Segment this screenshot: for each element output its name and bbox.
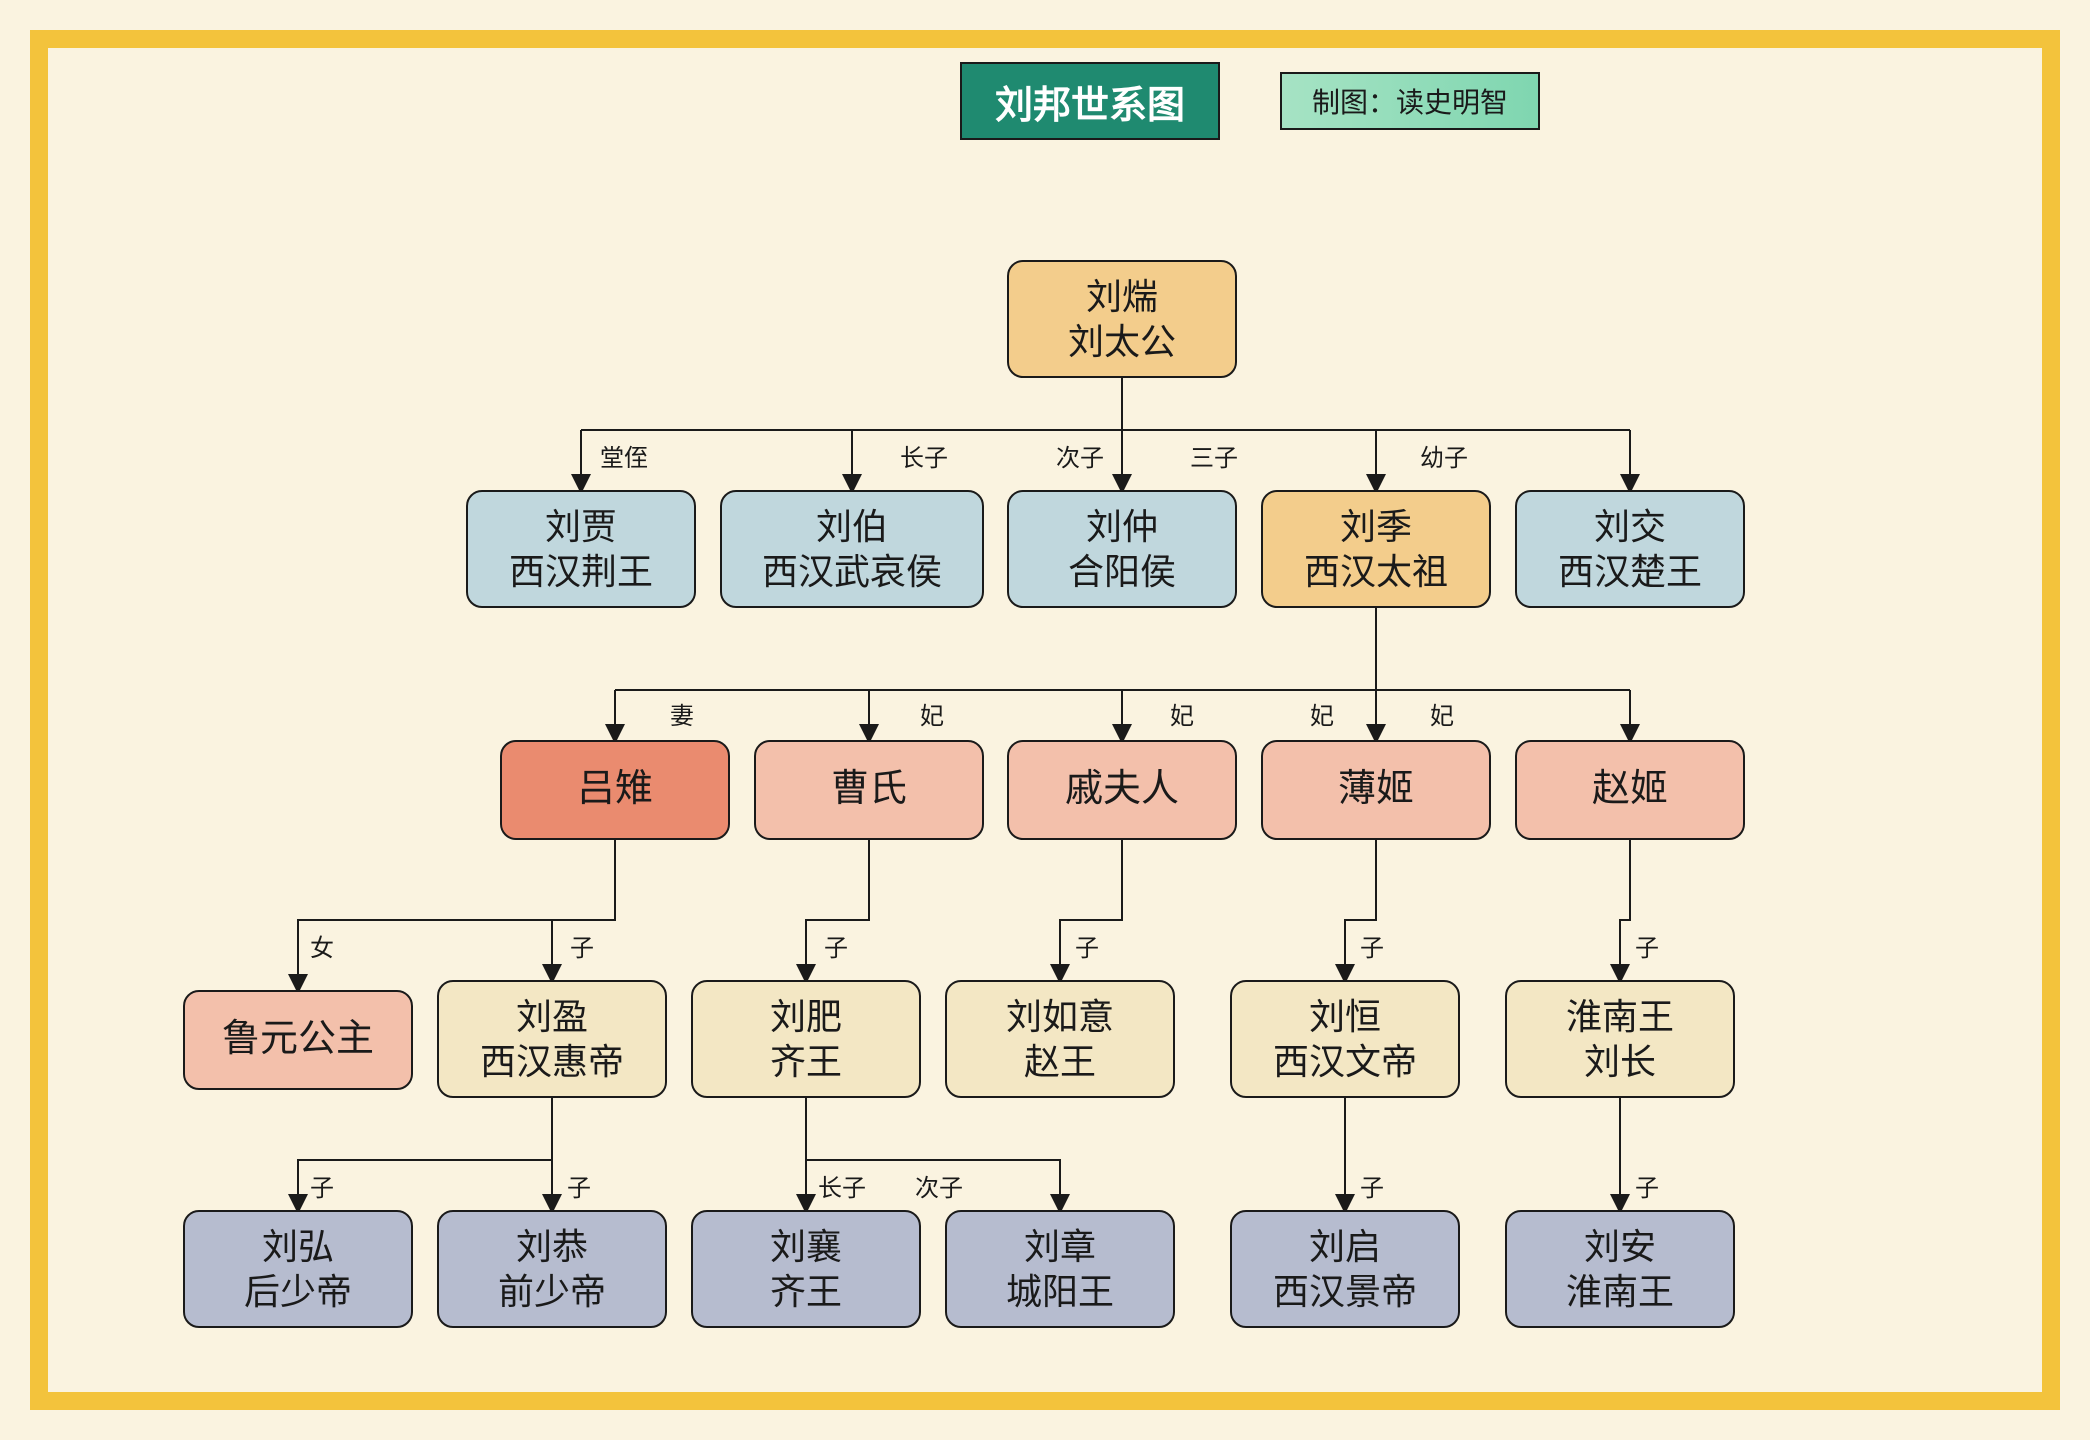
edge-label-17: 子	[567, 1168, 591, 1203]
edge-label-20: 子	[1360, 1168, 1384, 1203]
node-liuruyi-line0: 刘如意	[1006, 994, 1114, 1039]
node-liuheng-line1: 西汉文帝	[1273, 1039, 1417, 1084]
edge-label-1: 长子	[900, 438, 948, 473]
node-liufei: 刘肥齐王	[691, 980, 921, 1098]
node-lvzhi-line0: 吕雉	[577, 766, 653, 814]
node-liuying-line1: 西汉惠帝	[480, 1039, 624, 1084]
edge-19	[1620, 840, 1630, 980]
node-boji: 薄姬	[1261, 740, 1491, 840]
node-liuchang-line1: 刘长	[1584, 1039, 1656, 1084]
node-liuqi-line1: 西汉景帝	[1273, 1269, 1417, 1314]
edge-label-13: 子	[1075, 928, 1099, 963]
edge-label-16: 子	[310, 1168, 334, 1203]
node-liuqi: 刘启西汉景帝	[1230, 1210, 1460, 1328]
node-liuxiang-line1: 齐王	[770, 1269, 842, 1314]
node-qifuren-line0: 戚夫人	[1065, 766, 1179, 814]
node-liuan: 刘安淮南王	[1505, 1210, 1735, 1328]
node-liubo-line1: 西汉武哀侯	[762, 549, 942, 594]
edge-21	[298, 1160, 552, 1210]
node-liujia-line0: 刘贾	[545, 504, 617, 549]
edge-label-18: 长子	[818, 1168, 866, 1203]
node-liubo-line0: 刘伯	[816, 504, 888, 549]
node-zhaoji-line0: 赵姬	[1592, 766, 1668, 814]
edge-label-3: 三子	[1190, 438, 1238, 473]
edge-label-19: 次子	[915, 1168, 963, 1203]
node-liuchang-line0: 淮南王	[1566, 994, 1674, 1039]
node-liuying: 刘盈西汉惠帝	[437, 980, 667, 1098]
node-liufei-line1: 齐王	[770, 1039, 842, 1084]
node-liujia: 刘贾西汉荆王	[466, 490, 696, 608]
diagram-canvas: 刘邦世系图 制图：读史明智 刘煓刘太公刘贾西汉荆王刘伯西汉武哀侯刘仲合阳侯刘季西…	[0, 0, 2090, 1440]
edge-label-0: 堂侄	[600, 438, 648, 473]
node-liufei-line0: 刘肥	[770, 994, 842, 1039]
edge-label-4: 幼子	[1420, 438, 1468, 473]
edge-label-6: 妃	[920, 696, 944, 731]
edge-label-15: 子	[1635, 928, 1659, 963]
node-liuhong-line0: 刘弘	[262, 1224, 334, 1269]
node-liuzhang-line0: 刘章	[1024, 1224, 1096, 1269]
node-liuxiang-line0: 刘襄	[770, 1224, 842, 1269]
node-liuzhong-line1: 合阳侯	[1068, 549, 1176, 594]
edge-label-7: 妃	[1170, 696, 1194, 731]
edge-label-12: 子	[824, 928, 848, 963]
node-liutaigong: 刘煓刘太公	[1007, 260, 1237, 378]
node-liuzhang: 刘章城阳王	[945, 1210, 1175, 1328]
node-qifuren: 戚夫人	[1007, 740, 1237, 840]
node-liubo: 刘伯西汉武哀侯	[720, 490, 984, 608]
edge-label-2: 次子	[1056, 438, 1104, 473]
node-liugong: 刘恭前少帝	[437, 1210, 667, 1328]
node-caoshi: 曹氏	[754, 740, 984, 840]
node-liutaigong-line0: 刘煓	[1086, 274, 1158, 319]
node-liujia-line1: 西汉荆王	[509, 549, 653, 594]
node-zhaoji: 赵姬	[1515, 740, 1745, 840]
node-liujiao: 刘交西汉楚王	[1515, 490, 1745, 608]
node-liuji: 刘季西汉太祖	[1261, 490, 1491, 608]
node-luyuan-line0: 鲁元公主	[222, 1016, 374, 1064]
edge-label-11: 子	[570, 928, 594, 963]
node-liuzhong: 刘仲合阳侯	[1007, 490, 1237, 608]
node-liuhong-line1: 后少帝	[244, 1269, 352, 1314]
node-liuruyi: 刘如意赵王	[945, 980, 1175, 1098]
edge-label-9: 妃	[1430, 696, 1454, 731]
node-liuchang: 淮南王刘长	[1505, 980, 1735, 1098]
edge-label-14: 子	[1360, 928, 1384, 963]
node-liuzhong-line0: 刘仲	[1086, 504, 1158, 549]
node-liuzhang-line1: 城阳王	[1006, 1269, 1114, 1314]
node-liujiao-line0: 刘交	[1594, 504, 1666, 549]
node-liuji-line0: 刘季	[1340, 504, 1412, 549]
node-liuji-line1: 西汉太祖	[1304, 549, 1448, 594]
node-liuruyi-line1: 赵王	[1024, 1039, 1096, 1084]
node-liuheng-line0: 刘恒	[1309, 994, 1381, 1039]
edge-label-8: 妃	[1310, 696, 1334, 731]
node-liugong-line0: 刘恭	[516, 1224, 588, 1269]
node-liuan-line0: 刘安	[1584, 1224, 1656, 1269]
edge-label-21: 子	[1635, 1168, 1659, 1203]
node-liuhong: 刘弘后少帝	[183, 1210, 413, 1328]
edge-label-5: 妻	[670, 696, 694, 731]
node-lvzhi: 吕雉	[500, 740, 730, 840]
node-liuqi-line0: 刘启	[1309, 1224, 1381, 1269]
node-boji-line0: 薄姬	[1338, 766, 1414, 814]
node-liuan-line1: 淮南王	[1566, 1269, 1674, 1314]
node-liuheng: 刘恒西汉文帝	[1230, 980, 1460, 1098]
node-liujiao-line1: 西汉楚王	[1558, 549, 1702, 594]
node-liutaigong-line1: 刘太公	[1068, 319, 1176, 364]
node-liugong-line1: 前少帝	[498, 1269, 606, 1314]
node-liuxiang: 刘襄齐王	[691, 1210, 921, 1328]
edge-label-10: 女	[310, 928, 334, 963]
node-liuying-line0: 刘盈	[516, 994, 588, 1039]
node-luyuan: 鲁元公主	[183, 990, 413, 1090]
node-caoshi-line0: 曹氏	[831, 766, 907, 814]
